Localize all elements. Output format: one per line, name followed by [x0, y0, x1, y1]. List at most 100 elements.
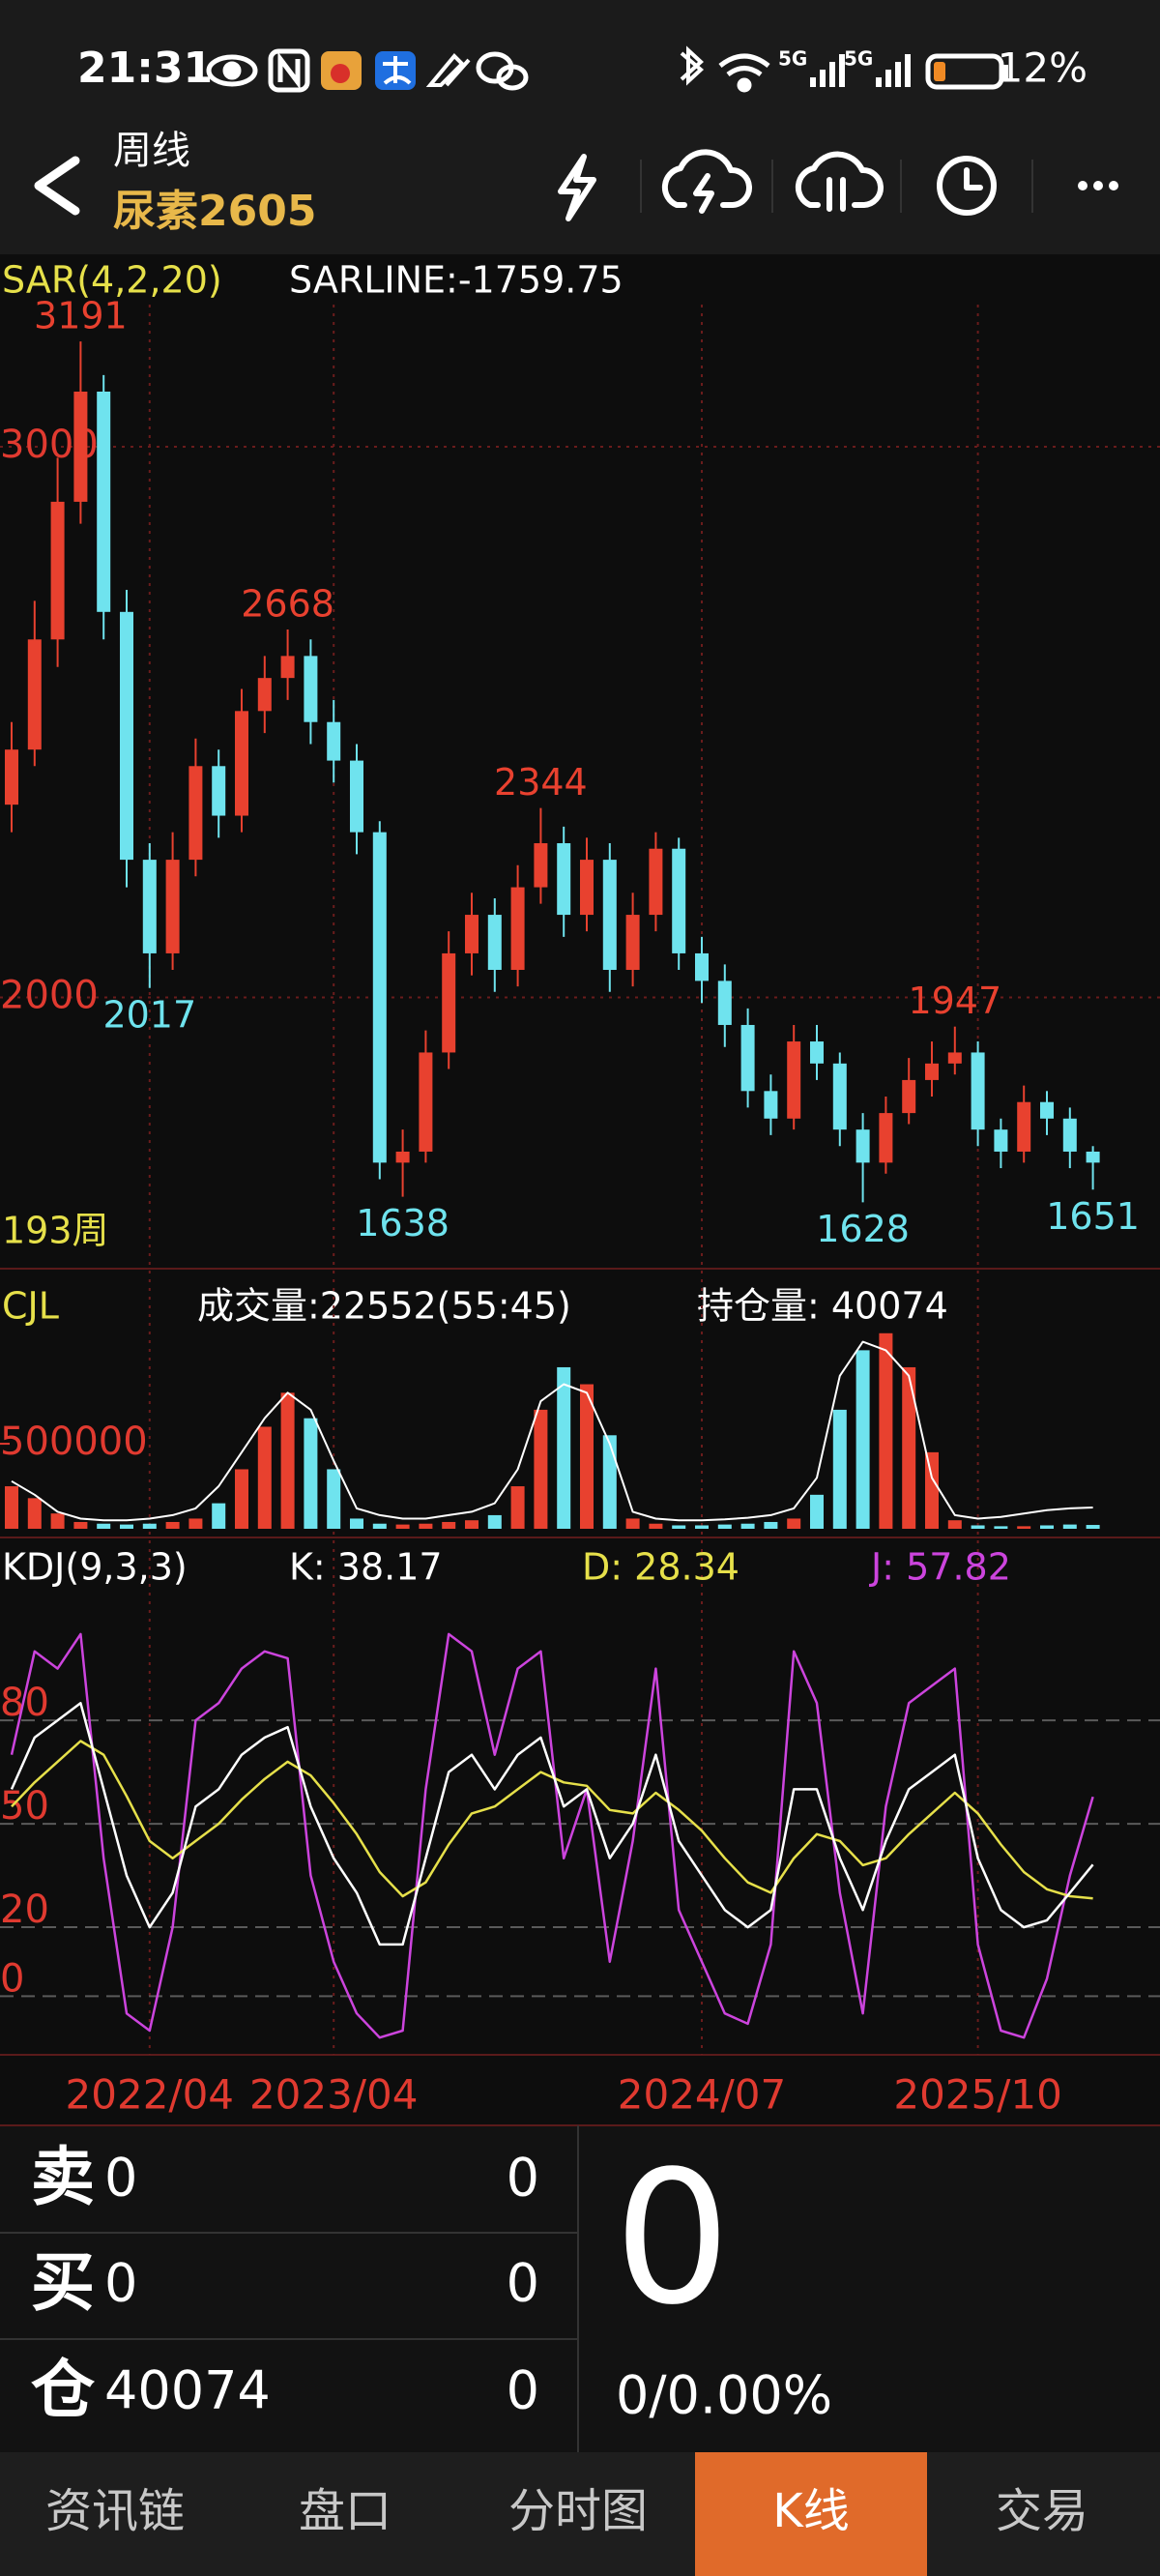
candle-body [925, 1063, 939, 1080]
more-button[interactable] [1078, 181, 1118, 190]
kdj-line [10, 1702, 1094, 1947]
tab[interactable]: 资讯链 [45, 2484, 185, 2538]
price-annotation: 2344 [494, 761, 588, 804]
row-right-value: 0 [507, 2253, 539, 2314]
price-annotation: 1947 [908, 980, 1001, 1022]
legend-entry: D: 28.34 [582, 1546, 740, 1589]
network-label: 5G [778, 47, 807, 71]
chart-subtitle: SARLINE:-1759.75 [289, 259, 624, 302]
y-tick-label: 80 [0, 1681, 49, 1725]
candle-body [787, 1041, 801, 1119]
cloud-flash-icon[interactable] [661, 149, 753, 214]
chart-title: CJL [2, 1285, 59, 1328]
row-label: 买 [31, 2245, 95, 2320]
active-tab-bg [695, 2452, 927, 2576]
volume-bar [879, 1332, 893, 1529]
cloud-icon[interactable] [795, 151, 884, 212]
open-interest-line [11, 1340, 1093, 1522]
volume-bar [832, 1409, 847, 1529]
candle-body [971, 1052, 985, 1130]
tab[interactable]: K线 [772, 2484, 849, 2538]
y-tick-label: 0 [0, 1956, 24, 2001]
candle-body [832, 1063, 847, 1130]
volume-bar [947, 1520, 962, 1529]
candle-body [856, 1129, 870, 1163]
status-time: 21:31 [77, 44, 213, 93]
candle-body [97, 391, 111, 612]
clock-icon[interactable] [937, 156, 997, 216]
candle-body [534, 843, 548, 888]
candle-body [1040, 1101, 1054, 1119]
volume-bar [304, 1418, 318, 1529]
candle-body [419, 1052, 433, 1152]
x-tick-label: 2025/10 [893, 2071, 1061, 2119]
candle-body [395, 1151, 410, 1163]
x-tick-label: 2024/07 [618, 2071, 786, 2119]
price-annotation: 2017 [102, 993, 196, 1036]
candle-body [695, 952, 709, 981]
volume-bar [925, 1451, 939, 1529]
volume-bar [717, 1524, 732, 1529]
tab[interactable]: 分时图 [508, 2484, 648, 2538]
volume-bar [1040, 1525, 1054, 1529]
volume-bar [557, 1366, 571, 1529]
candle-body [672, 848, 686, 953]
volume-bar [212, 1503, 226, 1529]
volume-bar [810, 1494, 824, 1529]
volume-bar [395, 1524, 410, 1529]
candle-body [188, 766, 203, 861]
candle-body [810, 1041, 824, 1064]
candle-body [465, 915, 478, 953]
price-annotation: 1628 [816, 1208, 910, 1250]
price-change: 0/0.00% [616, 2365, 832, 2426]
row-value: 0 [104, 2253, 137, 2314]
candle-body [1017, 1101, 1031, 1152]
candle-body [350, 760, 363, 833]
tab-bar [0, 2452, 1160, 2576]
volume-bar [787, 1518, 801, 1529]
candle-body [994, 1129, 1008, 1152]
candle-body [442, 952, 456, 1053]
volume-bar [442, 1521, 456, 1529]
volume-bar [487, 1514, 502, 1529]
price-annotation: 3191 [34, 295, 128, 337]
bar-count-label: 193周 [2, 1210, 109, 1252]
volume-bar [625, 1518, 640, 1529]
x-tick-label: 2023/04 [249, 2071, 418, 2119]
volume-bar [580, 1384, 594, 1529]
y-tick-label: 500000 [0, 1420, 148, 1464]
candle-body [73, 391, 88, 502]
back-button[interactable] [34, 156, 80, 216]
price-annotation: 2668 [241, 583, 334, 626]
volume-bar [97, 1523, 111, 1529]
volume-bar [280, 1392, 295, 1529]
flash-icon[interactable] [558, 154, 596, 221]
volume-bar [534, 1409, 548, 1529]
open-interest-label: 持仓量: 40074 [697, 1285, 948, 1328]
candle-body [487, 915, 502, 971]
candle-body [740, 1024, 755, 1092]
candle-body [27, 639, 42, 750]
chart-title: SAR(4,2,20) [2, 259, 222, 302]
tab[interactable]: 交易 [996, 2484, 1088, 2538]
volume-bar [165, 1521, 180, 1529]
volume-bar [73, 1521, 88, 1529]
tab[interactable]: 盘口 [299, 2484, 392, 2538]
candle-body [212, 766, 226, 816]
network-label: 5G [844, 47, 873, 71]
candle-body [580, 860, 594, 916]
candle-body [120, 611, 133, 861]
volume-bar [994, 1526, 1008, 1529]
status-icons [206, 45, 1008, 93]
volume-bar [510, 1486, 525, 1529]
candle-body [879, 1113, 893, 1163]
candle-body [372, 832, 387, 1163]
candle-body [165, 860, 180, 953]
candle-body [142, 860, 157, 953]
volume-bar [902, 1366, 916, 1529]
volume-bar [5, 1486, 18, 1529]
volume-bar [50, 1513, 65, 1529]
volume-bar [188, 1518, 203, 1529]
volume-bar [764, 1521, 778, 1529]
